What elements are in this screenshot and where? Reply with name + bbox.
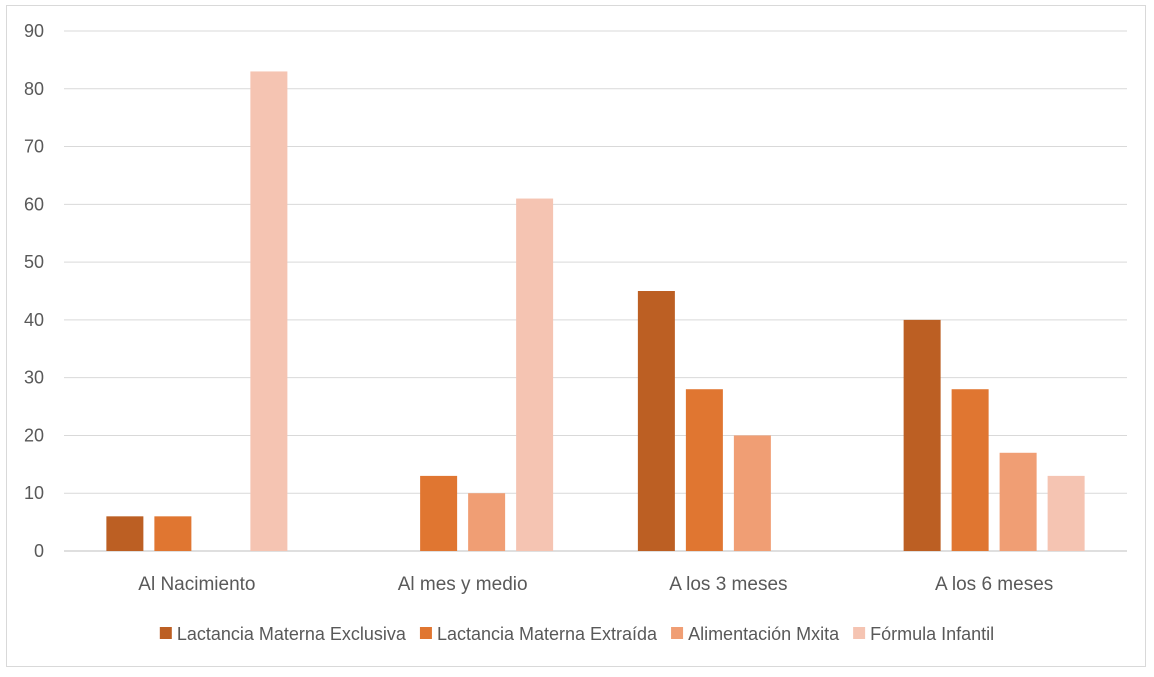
x-category-label: Al Nacimiento — [138, 574, 255, 595]
legend-item: Fórmula Infantil — [853, 624, 994, 644]
legend-swatch — [671, 627, 684, 639]
bar — [468, 493, 506, 551]
bar — [903, 319, 941, 551]
legend-swatch — [159, 627, 172, 639]
y-tick-label: 80 — [24, 79, 44, 99]
y-tick-label: 70 — [24, 137, 44, 157]
bars — [106, 71, 1085, 552]
y-axis-ticks: 0 10 20 30 40 50 60 70 80 90 — [24, 21, 44, 561]
legend-label: Fórmula Infantil — [870, 624, 994, 644]
x-axis-categories: Al Nacimiento Al mes y medio A los 3 meses… — [138, 574, 1053, 595]
x-category-label: A los 6 meses — [935, 574, 1053, 595]
bar — [733, 435, 771, 551]
bar — [685, 389, 723, 551]
bar — [999, 452, 1037, 551]
bar — [420, 475, 458, 551]
legend-swatch — [419, 627, 432, 639]
bar — [1047, 475, 1085, 551]
y-tick-label: 40 — [24, 310, 44, 330]
legend-label: Lactancia Materna Exclusiva — [177, 624, 407, 644]
y-tick-label: 30 — [24, 368, 44, 388]
legend-swatch — [853, 627, 866, 639]
bar — [951, 389, 989, 551]
y-tick-label: 10 — [24, 483, 44, 503]
y-tick-label: 60 — [24, 194, 44, 214]
chart-frame — [6, 5, 1146, 667]
bar — [250, 71, 288, 551]
legend: Lactancia Materna Exclusiva Lactancia Mat… — [159, 624, 994, 644]
y-tick-label: 20 — [24, 425, 44, 445]
gridlines — [64, 30, 1127, 552]
bar — [516, 198, 554, 552]
x-category-label: A los 3 meses — [669, 574, 787, 595]
y-tick-label: 50 — [24, 252, 44, 272]
legend-item: Lactancia Materna Extraída — [419, 624, 658, 644]
legend-label: Lactancia Materna Extraída — [437, 624, 658, 644]
x-category-label: Al mes y medio — [398, 574, 528, 595]
bar — [154, 516, 192, 551]
y-tick-label: 0 — [34, 541, 44, 561]
legend-item: Alimentación Mxita — [671, 624, 840, 644]
bar — [106, 516, 144, 551]
bar — [637, 291, 675, 551]
y-tick-label: 90 — [24, 21, 44, 41]
legend-label: Alimentación Mxita — [688, 624, 840, 644]
legend-item: Lactancia Materna Exclusiva — [159, 624, 407, 644]
